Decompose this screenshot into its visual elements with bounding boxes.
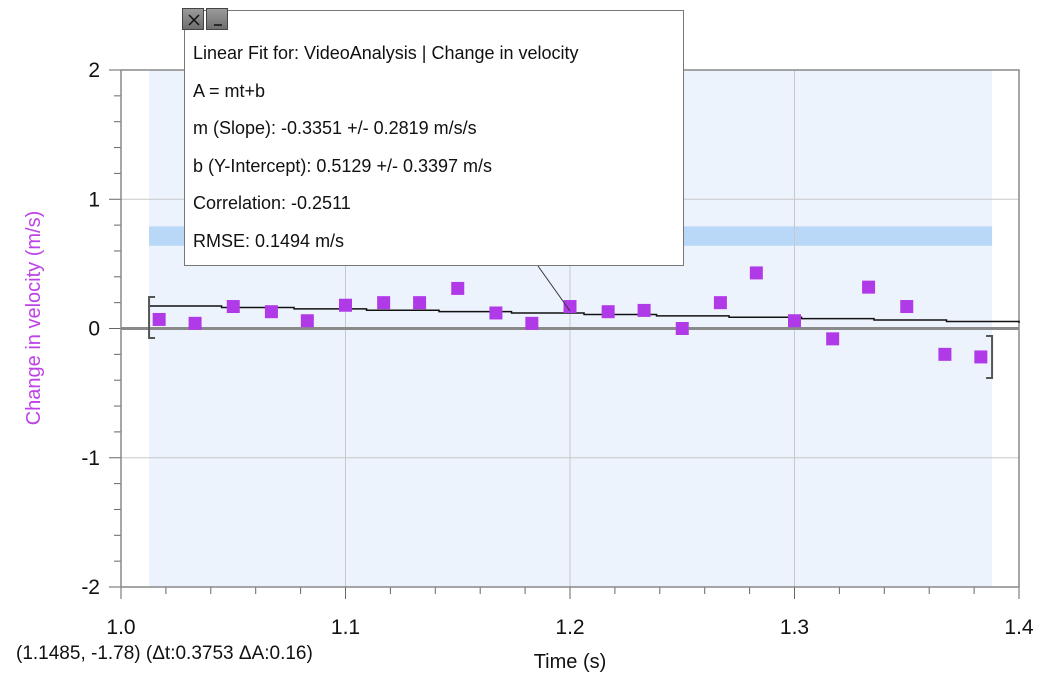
data-point	[339, 298, 352, 312]
data-point	[788, 314, 801, 328]
data-point	[862, 280, 876, 294]
data-point	[713, 296, 727, 310]
close-icon	[188, 14, 200, 26]
x-tick-label: 1.1	[331, 616, 360, 639]
data-point	[377, 296, 391, 310]
data-points	[152, 266, 988, 364]
right-bracket	[986, 335, 994, 379]
data-point	[413, 296, 427, 310]
fit-rmse: RMSE: 0.1494 m/s	[193, 230, 345, 251]
data-point	[563, 300, 577, 314]
data-point	[489, 306, 503, 320]
data-point	[264, 305, 278, 319]
data-point	[900, 300, 914, 314]
data-point	[675, 322, 689, 335]
data-point	[300, 314, 314, 328]
data-point	[938, 347, 952, 361]
linear-fit-panel: Linear Fit for: VideoAnalysis | Change i…	[184, 10, 684, 266]
y-tick-label: -2	[81, 576, 100, 599]
minimize-icon	[214, 24, 222, 26]
selection-brackets[interactable]	[148, 296, 994, 379]
x-tick-label: 1.2	[555, 616, 584, 639]
data-point	[226, 300, 240, 314]
fit-results: Linear Fit for: VideoAnalysis | Change i…	[193, 41, 579, 267]
y-tick-label: 0	[88, 318, 100, 341]
x-tick-label: 1.0	[106, 616, 135, 639]
data-point	[188, 316, 202, 330]
x-tick-label: 1.4	[1004, 616, 1034, 639]
tick-labels: 1.0 1.1 1.2 1.3 1.4 2 1 0 -1 -2	[81, 59, 1034, 639]
data-point	[525, 316, 539, 330]
data-point	[974, 350, 988, 364]
data-point	[749, 266, 763, 280]
left-bracket	[148, 296, 156, 339]
fit-title: Linear Fit for: VideoAnalysis | Change i…	[193, 43, 579, 63]
y-tick-label: 1	[88, 188, 100, 211]
fit-callout-leader	[537, 265, 571, 312]
fit-panel-controls	[182, 8, 228, 30]
data-point	[152, 312, 166, 326]
y-axis-title: Change in velocity (m/s)	[23, 211, 45, 426]
minor-ticks	[109, 69, 1020, 599]
y-tick-label: 2	[88, 59, 100, 82]
fit-intercept: b (Y-Intercept): 0.5129 +/- 0.3397 m/s	[193, 155, 493, 176]
fit-slope: m (Slope): -0.3351 +/- 0.2819 m/s/s	[193, 118, 477, 139]
fit-line-path	[149, 305, 1020, 323]
data-point	[826, 332, 840, 346]
close-button[interactable]	[182, 8, 204, 30]
y-tick-label: -1	[81, 447, 100, 470]
data-point	[601, 305, 615, 319]
data-point	[637, 303, 651, 317]
cursor-readout: (1.1485, -1.78) (Δt:0.3753 ΔA:0.16)	[16, 643, 313, 664]
minimize-button[interactable]	[206, 8, 228, 30]
x-tick-label: 1.3	[780, 616, 809, 639]
x-axis-title: Time (s)	[534, 651, 607, 673]
data-point	[451, 281, 465, 295]
fit-correlation: Correlation: -0.2511	[193, 193, 351, 214]
linear-fit-line	[149, 305, 1020, 323]
fit-equation: A = mt+b	[193, 80, 266, 101]
